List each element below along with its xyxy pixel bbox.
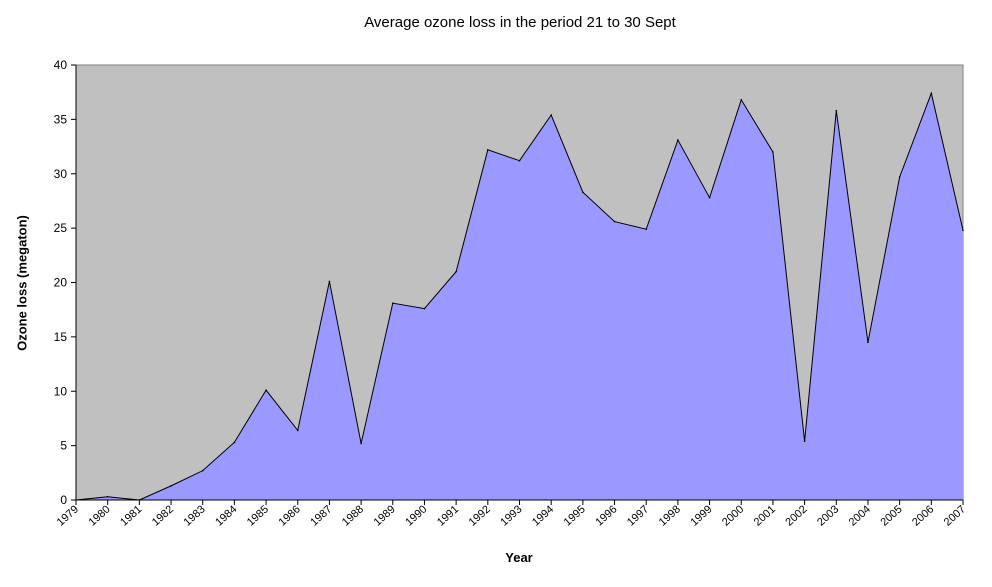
- x-tick-label-2006: 2006: [910, 503, 936, 528]
- data-point-1999: [708, 196, 711, 199]
- data-point-2000: [740, 99, 743, 101]
- data-point-1982: [170, 485, 172, 487]
- data-point-1991: [455, 270, 457, 273]
- x-tick-label-1991: 1991: [435, 503, 461, 528]
- x-tick-label-1979: 1979: [55, 503, 81, 528]
- x-tick-label-2005: 2005: [878, 503, 904, 528]
- data-point-1983: [201, 469, 204, 472]
- y-tick-label-15: 15: [54, 330, 68, 344]
- data-point-1995: [582, 191, 584, 194]
- data-point-2002: [803, 440, 806, 443]
- x-tick-label-2002: 2002: [783, 503, 809, 528]
- y-tick-label-10: 10: [54, 384, 68, 398]
- x-tick-label-1983: 1983: [181, 503, 207, 528]
- x-tick-label-1990: 1990: [403, 503, 429, 528]
- x-tick-label-1980: 1980: [86, 503, 112, 528]
- data-point-1993: [518, 159, 521, 162]
- x-tick-label-1993: 1993: [498, 503, 524, 528]
- data-point-1987: [328, 280, 331, 283]
- data-point-2005: [898, 176, 901, 178]
- x-tick-label-1988: 1988: [340, 503, 366, 528]
- x-tick-label-2007: 2007: [942, 503, 968, 528]
- x-tick-label-1999: 1999: [688, 503, 714, 528]
- data-point-1988: [360, 442, 362, 445]
- x-tick-label-1989: 1989: [372, 503, 398, 528]
- data-point-1997: [645, 228, 648, 231]
- x-tick-label-1984: 1984: [213, 503, 239, 528]
- data-point-1996: [613, 220, 616, 223]
- y-tick-label-30: 30: [54, 167, 68, 181]
- data-point-2007: [962, 229, 964, 232]
- x-tick-label-1997: 1997: [625, 503, 651, 528]
- data-point-2001: [772, 151, 774, 153]
- x-tick-label-1996: 1996: [593, 503, 619, 528]
- y-tick-label-35: 35: [54, 112, 68, 126]
- x-tick-label-2003: 2003: [815, 503, 841, 528]
- x-tick-label-2000: 2000: [720, 503, 746, 528]
- area-fill-series-0: [76, 93, 963, 501]
- x-tick-label-1994: 1994: [530, 503, 556, 528]
- chart-title: Average ozone loss in the period 21 to 3…: [364, 14, 676, 31]
- data-point-2003: [835, 109, 838, 112]
- y-tick-label-25: 25: [54, 221, 68, 235]
- data-point-1994: [550, 114, 552, 116]
- x-tick-label-1995: 1995: [562, 503, 588, 528]
- x-tick-label-1998: 1998: [657, 503, 683, 528]
- data-point-1989: [391, 302, 394, 304]
- x-tick-label-1986: 1986: [277, 503, 303, 528]
- data-point-1992: [487, 149, 489, 151]
- x-tick-label-2004: 2004: [847, 503, 873, 528]
- x-tick-label-2001: 2001: [752, 503, 778, 528]
- data-point-1984: [233, 441, 236, 444]
- data-point-1985: [265, 389, 267, 391]
- y-tick-label-20: 20: [54, 276, 68, 290]
- x-tick-label-1987: 1987: [308, 503, 334, 528]
- data-point-1986: [296, 429, 299, 432]
- y-tick-label-40: 40: [54, 58, 68, 72]
- data-point-2004: [867, 341, 869, 344]
- data-point-1998: [677, 139, 679, 141]
- data-point-1980: [106, 495, 109, 498]
- x-tick-label-1982: 1982: [150, 503, 176, 528]
- y-tick-label-0: 0: [60, 493, 67, 507]
- data-point-2006: [930, 92, 933, 95]
- data-point-1990: [423, 307, 426, 310]
- x-axis-label: Year: [505, 550, 533, 565]
- y-tick-label-5: 5: [60, 439, 67, 453]
- x-tick-label-1992: 1992: [467, 503, 493, 528]
- x-tick-label-1985: 1985: [245, 503, 271, 528]
- x-tick-label-1981: 1981: [118, 503, 144, 528]
